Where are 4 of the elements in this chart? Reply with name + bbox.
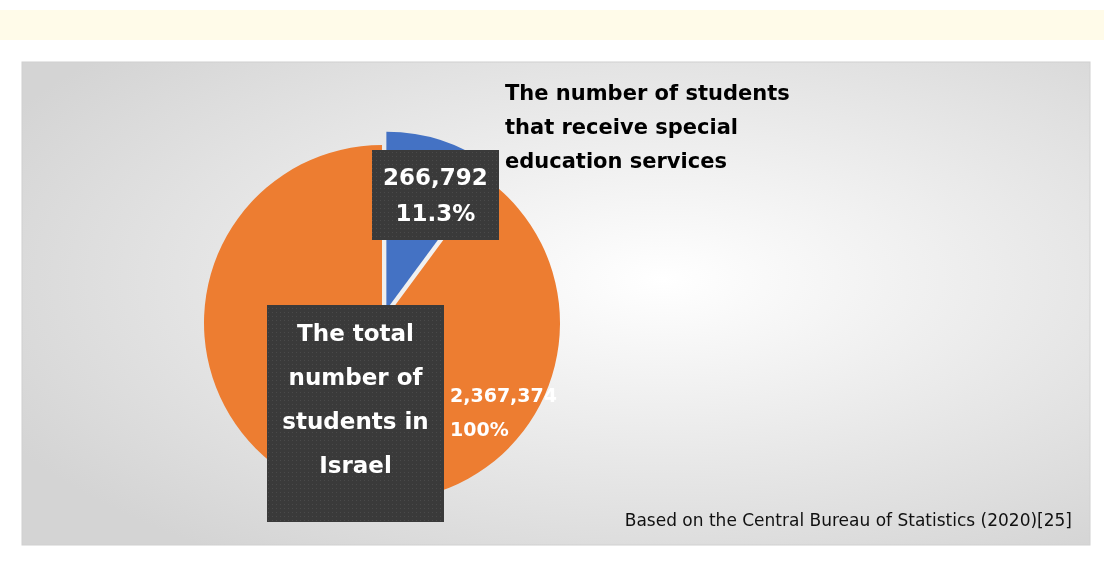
- text: Based on the Central Bureau of Statistics (2020)[25]: [624, 510, 1072, 530]
- slice-label: The number of students that receive special education services: [505, 81, 790, 173]
- slice-label: The total number of students in Israel: [282, 320, 429, 478]
- data-label: 266,792 11.3%: [383, 164, 488, 226]
